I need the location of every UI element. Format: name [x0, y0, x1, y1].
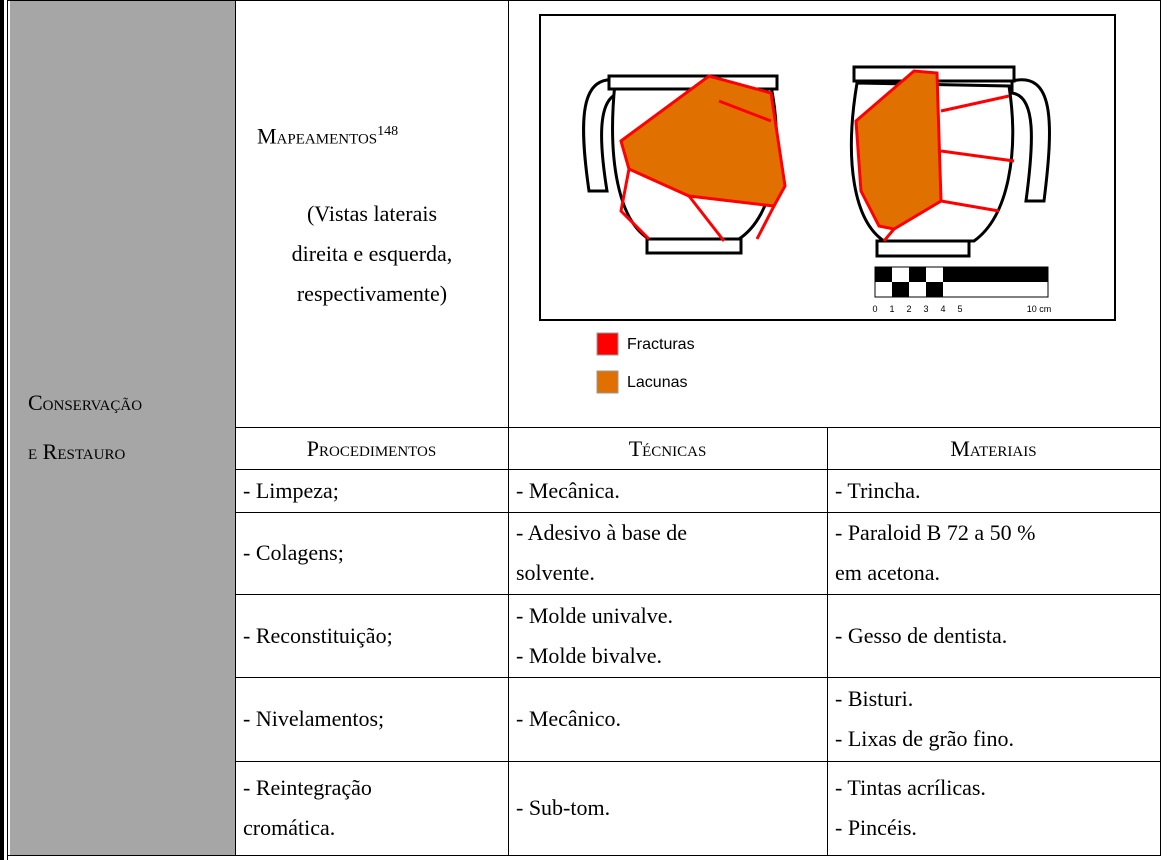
section-label: Conservação: [28, 390, 143, 415]
cell-text: - Pincéis.: [835, 815, 917, 840]
border: [235, 594, 1160, 595]
section-cell: [10, 0, 235, 855]
scale-label: 4: [940, 304, 945, 314]
caption-line: (Vistas laterais: [306, 201, 438, 226]
border: [7, 0, 8, 860]
border: [235, 512, 1160, 513]
cell-text: - Reintegração: [243, 775, 372, 800]
legend-label: Lacunas: [627, 374, 688, 391]
caption-line: respectivamente): [296, 281, 448, 306]
cell-text: - Bisturi.: [835, 686, 914, 711]
cell-text: - Molde univalve.: [516, 602, 674, 628]
caption-line: direita e esquerda,: [291, 241, 453, 266]
cell-text: - Gesso de dentista.: [835, 622, 1008, 648]
border: [235, 761, 1160, 762]
cell-text: - Tintas acrílicas.: [835, 775, 986, 800]
cell-text: cromática.: [243, 815, 336, 840]
cell-text: - Adesivo à base de: [516, 520, 688, 545]
mapping-title-text: Mapeamentos: [257, 123, 378, 149]
footnote: 148: [377, 124, 399, 139]
column-header: Materiais: [950, 436, 1037, 461]
scale-label: 10 cm: [1027, 304, 1052, 314]
cell-text: - Trincha.: [835, 477, 921, 503]
column-header: Procedimentos: [306, 436, 437, 461]
section-label: e Restauro: [28, 439, 126, 464]
cell-text: - Limpeza;: [243, 477, 339, 503]
border: [508, 0, 509, 856]
scale-label: 1: [889, 304, 894, 314]
cell-text: - Paraloid B 72 a 50 %: [835, 520, 1036, 545]
legend-swatch: [596, 332, 619, 356]
cell-text: - Mecânica.: [516, 477, 620, 503]
border: [235, 677, 1160, 678]
border: [8, 855, 1160, 856]
border: [8, 0, 1160, 1]
scale-label: 0: [872, 304, 877, 314]
legend-label: Fracturas: [627, 336, 695, 353]
border: [508, 427, 1160, 428]
scale-label: 5: [957, 304, 962, 314]
cell-text: - Molde bivalve.: [516, 642, 663, 668]
figure: 0 1 2 3 4 5 10 cm Fracturas Lacunas: [539, 14, 1116, 394]
border: [0, 0, 4, 860]
border: [235, 469, 1160, 470]
column-header: Técnicas: [628, 436, 707, 461]
cell-text: - Colagens;: [243, 540, 344, 565]
legend-swatch: [596, 370, 619, 394]
cell-text: - Nivelamentos;: [243, 706, 385, 731]
cell-text: solvente.: [516, 560, 595, 585]
cell-text: - Lixas de grão fino.: [835, 726, 1014, 751]
mapping-title: Mapeamentos148: [257, 112, 398, 156]
border: [235, 427, 508, 428]
border: [827, 427, 828, 855]
cell-text: em acetona.: [835, 560, 941, 585]
scale-label: 3: [923, 304, 928, 314]
border: [235, 0, 236, 856]
cell-text: - Reconstituição;: [243, 622, 393, 648]
mapping-caption: (Vistas laterais direita e esquerda, respe…: [236, 194, 508, 314]
cell-text: - Mecânico.: [516, 706, 622, 731]
border: [1160, 0, 1161, 856]
scale-label: 2: [906, 304, 911, 314]
cell-text: - Sub-tom.: [516, 795, 611, 820]
